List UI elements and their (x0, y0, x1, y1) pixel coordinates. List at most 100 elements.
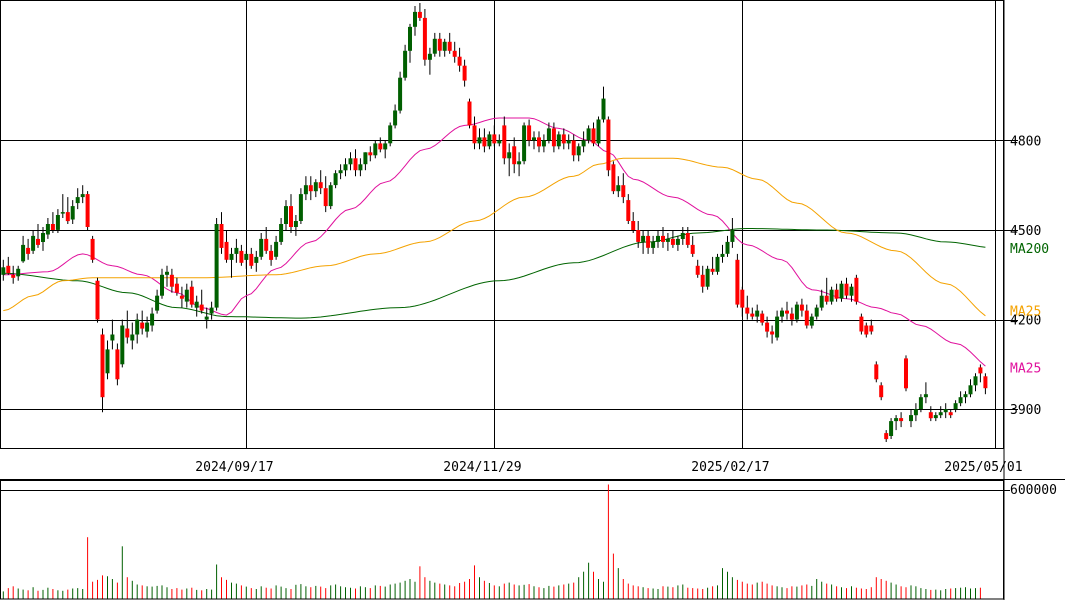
candle-body (651, 241, 656, 248)
candle-body (804, 310, 809, 326)
candle-body (884, 433, 889, 440)
candle-body (293, 221, 298, 227)
price-tick-labels: 3900 4200 4500 4800 (1010, 134, 1041, 418)
candle-body (859, 316, 864, 332)
candle-body (874, 364, 879, 380)
candle-body (437, 38, 442, 51)
candle-body (740, 289, 745, 308)
candle-body (864, 325, 869, 335)
candle-body (591, 128, 596, 144)
candle-body (750, 313, 755, 317)
candle-body (115, 349, 120, 380)
ma-label-ma25: MA25 (1010, 361, 1041, 376)
candle-body (120, 325, 125, 365)
candle-body (556, 134, 561, 147)
candle-body (641, 235, 646, 242)
candle-body (596, 119, 601, 144)
candle-body (338, 170, 343, 174)
candle-body (125, 328, 130, 338)
candle-body (834, 289, 839, 299)
candle-body (373, 143, 378, 156)
candle-body (725, 241, 730, 254)
candle-body (794, 304, 799, 320)
candle-body (135, 319, 140, 335)
candle-body (169, 274, 174, 287)
candle-body (298, 194, 303, 221)
candle-body (6, 265, 11, 274)
candle-body (780, 310, 784, 317)
candle-body (670, 238, 675, 245)
candle-body (943, 409, 948, 413)
candle-body (978, 367, 983, 374)
candle-body (393, 110, 398, 126)
candle-body (274, 241, 279, 257)
candle-body (695, 265, 700, 275)
candle-body (244, 253, 249, 260)
candle-body (661, 235, 665, 242)
candle-body (700, 274, 705, 287)
candle-body (983, 376, 988, 389)
candle-body (467, 101, 472, 126)
candle-body (616, 185, 621, 192)
candle-body (50, 224, 55, 230)
candle-body (541, 140, 546, 147)
volume-tick-labels: 600000 (1010, 483, 1057, 498)
candle-body (184, 289, 189, 302)
candle-body (70, 206, 75, 220)
candle-body (323, 188, 328, 207)
candle-body (155, 295, 160, 311)
price-tick-label: 4200 (1010, 314, 1041, 329)
candle-body (507, 152, 512, 159)
candle-body (477, 137, 482, 144)
candle-body (933, 415, 938, 419)
candle-body (760, 313, 765, 323)
candle-body (45, 224, 50, 235)
candle-body (601, 98, 606, 120)
candle-body (254, 256, 259, 263)
candle-body (512, 146, 517, 165)
candle-body (928, 412, 933, 419)
candle-body (239, 250, 244, 263)
candle-body (551, 128, 556, 147)
candle-body (953, 403, 958, 410)
candle-body (566, 140, 571, 144)
candle-body (85, 194, 90, 227)
candle-body (21, 244, 26, 262)
candle-body (165, 271, 169, 275)
candle-body (973, 376, 978, 386)
candle-body (194, 301, 199, 308)
candle-body (26, 247, 31, 254)
candle-body (909, 415, 913, 422)
candle-body (1, 267, 6, 275)
candle-body (824, 295, 829, 302)
candle-body (442, 41, 447, 51)
candle-body (457, 56, 462, 66)
candle-body (656, 235, 660, 242)
candle-body (413, 11, 417, 27)
candle-body (209, 307, 214, 314)
candle-body (809, 316, 814, 326)
candle-body (849, 286, 854, 296)
candle-body (571, 140, 576, 156)
candle-body (730, 230, 735, 242)
candle-body (963, 394, 968, 398)
candle-body (269, 250, 274, 260)
candle-body (447, 41, 452, 51)
candle-body (224, 241, 229, 260)
candle-body (174, 283, 179, 293)
candle-body (918, 397, 923, 410)
candle-body (680, 233, 685, 239)
candle-body (55, 215, 60, 230)
price-tick-label: 4500 (1010, 224, 1041, 239)
date-tick-labels: 2024/09/17 2024/11/29 2025/02/17 2025/05/01 (195, 460, 1022, 475)
candle-body (199, 304, 204, 311)
candle-body (923, 394, 928, 398)
candle-body (259, 238, 264, 257)
candle-body (75, 197, 80, 204)
volume-bars (2, 484, 981, 599)
candle-body (621, 185, 626, 198)
candle-body (328, 185, 333, 207)
candle-body (189, 286, 194, 305)
candle-body (318, 182, 323, 189)
